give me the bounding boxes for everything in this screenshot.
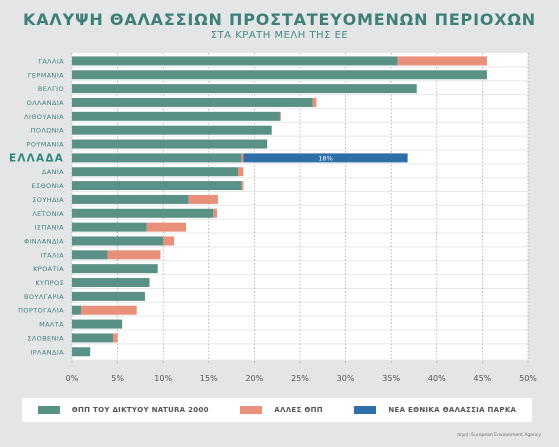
category-label: ΣΟΥΗΔΙΑ (32, 196, 64, 204)
bar-segment (243, 153, 408, 163)
bar-segment (72, 56, 398, 66)
bar-segment (72, 111, 280, 121)
x-tick-label: 45% (474, 374, 492, 383)
bar-segment (241, 181, 244, 191)
category-label: ΦΙΝΛΑΝΔΙΑ (24, 237, 64, 245)
x-tick-label: 0% (66, 374, 79, 383)
bar-segment (72, 139, 268, 149)
x-tick-label: 10% (154, 374, 172, 383)
bar-segment (72, 208, 214, 218)
x-tick-label: 35% (382, 374, 400, 383)
legend-label-other: ΑΛΛΕΣ ΘΠΠ (274, 406, 323, 414)
category-label: ΜΑΛΤΑ (39, 321, 64, 329)
bar-segment (213, 208, 218, 218)
bar-segment (72, 153, 242, 163)
category-label: ΙΣΠΑΝΙΑ (35, 224, 65, 232)
category-label: ΠΟΛΩΝΙΑ (31, 127, 65, 135)
bar-segment (72, 236, 164, 246)
bar-segment (72, 250, 108, 260)
legend-item-park: ΝΕΑ ΕΘΝΙΚΑ ΘΑΛΑΣΣΙΑ ΠΑΡΚΑ (354, 406, 516, 414)
bar-segment (279, 111, 281, 121)
x-tick-label: 20% (246, 374, 264, 383)
bar-segment (72, 194, 189, 204)
legend-label-park: ΝΕΑ ΕΘΝΙΚΑ ΘΑΛΑΣΣΙΑ ΠΑΡΚΑ (388, 406, 517, 414)
category-label: ΒΟΥΛΓΑΡΙΑ (24, 293, 64, 301)
chart-subtitle: ΣΤΑ ΚΡΑΤΗ ΜΕΛΗ ΤΗΣ ΕΕ (210, 30, 349, 41)
x-tick-label: 40% (428, 374, 446, 383)
chart-title: ΚΑΛΥΨΗ ΘΑΛΑΣΣΙΩΝ ΠΡΟΣΤΑΤΕΥΟΜΕΝΩΝ ΠΕΡΙΟΧΩ… (23, 10, 536, 29)
bar-segment (72, 70, 487, 80)
bar-segment (163, 236, 175, 246)
bar-segment (72, 125, 272, 135)
bar-segment (397, 56, 487, 66)
bar-segment (72, 347, 91, 357)
category-label: ΣΛΟΒΕΝΙΑ (27, 334, 64, 342)
category-label: ΒΕΛΓΙΟ (38, 85, 64, 93)
category-label: ΔΑΝΙΑ (42, 168, 64, 176)
category-label: ΛΙΘΟΥΑΝΙΑ (24, 113, 64, 121)
legend-swatch-natura (37, 406, 60, 414)
category-label: ΓΑΛΛΙΑ (38, 57, 64, 65)
category-label: ΚΡΟΑΤΙΑ (33, 265, 64, 273)
category-label: ΛΕΤΟΝΙΑ (32, 210, 64, 218)
bar-segment (72, 97, 313, 107)
bar-segment (72, 264, 158, 274)
bar-segment (72, 291, 145, 301)
category-label: ΡΟΥΜΑΝΙΑ (27, 141, 65, 149)
category-label: ΕΣΘΟΝΙΑ (32, 182, 65, 190)
legend-swatch-other (240, 406, 263, 414)
bar-segment (72, 319, 123, 329)
x-tick-label: 50% (519, 374, 537, 383)
bar-segment (72, 181, 242, 191)
legend: ΘΠΠ ΤΟΥ ΔΙΚΤΥΟΥ NATURA 2000 ΑΛΛΕΣ ΘΠΠ ΝΕ… (22, 398, 532, 422)
category-label: ΟΛΛΑΝΔΙΑ (27, 99, 64, 107)
x-tick-label: 25% (291, 374, 309, 383)
category-label: ΓΕΡΜΑΝΙΑ (28, 71, 64, 79)
data-label: 18% (318, 154, 332, 162)
category-label: ΙΤΑΛΙΑ (40, 251, 64, 259)
x-tick-label: 5% (111, 374, 124, 383)
bar-segment (72, 305, 82, 315)
bar-segment (72, 333, 114, 343)
bar-segment (146, 222, 186, 232)
bar-segment (72, 84, 417, 94)
bar-segment (81, 305, 137, 315)
bar-segment (312, 97, 317, 107)
category-label: ΙΡΛΑΝΔΙΑ (30, 348, 64, 356)
bar-segment (72, 278, 150, 288)
x-tick-label: 15% (200, 374, 218, 383)
legend-item-other: ΑΛΛΕΣ ΘΠΠ (240, 406, 323, 414)
legend-swatch-park (354, 406, 377, 414)
bar-segment (241, 153, 244, 163)
bar-segment (72, 167, 238, 177)
legend-item-natura: ΘΠΠ ΤΟΥ ΔΙΚΤΥΟΥ NATURA 2000 (37, 406, 209, 414)
legend-label-natura: ΘΠΠ ΤΟΥ ΔΙΚΤΥΟΥ NATURA 2000 (71, 406, 209, 414)
category-label: ΕΛΛΑΔΑ (9, 152, 64, 164)
source-note: πηγή: European Environment Agency (457, 433, 541, 438)
category-label: ΠΟΡΤΟΓΑΛΙΑ (18, 307, 64, 315)
category-label: ΚΥΠΡΟΣ (35, 279, 64, 287)
bar-segment (107, 250, 161, 260)
x-tick-label: 30% (337, 374, 355, 383)
bar-segment (113, 333, 118, 343)
bar-segment (72, 222, 147, 232)
bar-segment (237, 167, 244, 177)
bar-segment (188, 194, 218, 204)
